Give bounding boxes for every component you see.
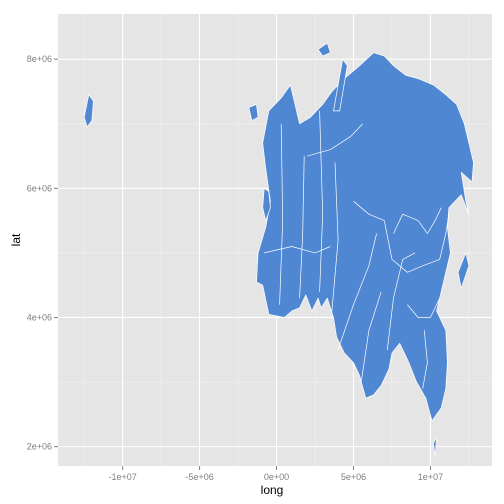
region-novaya-zemlya xyxy=(333,58,348,112)
y-tick-label: 4e+06 xyxy=(27,312,52,322)
x-axis-ticks: -1e+07 -5e+06 0e+00 5e+06 1e+07 xyxy=(108,466,443,482)
y-tick-label: 2e+06 xyxy=(27,442,52,452)
map-regions xyxy=(83,42,474,457)
region-border xyxy=(299,156,305,299)
region-border xyxy=(337,233,377,350)
y-axis-title: lat xyxy=(9,233,23,246)
region-uk xyxy=(262,187,271,221)
x-tick-label: 0e+00 xyxy=(264,472,289,482)
x-axis-title: long xyxy=(261,483,284,497)
region-border xyxy=(386,252,416,350)
region-svalbard xyxy=(317,42,331,57)
x-tick-label: -1e+07 xyxy=(108,472,136,482)
x-tick-label: -5e+06 xyxy=(185,472,213,482)
region-border xyxy=(331,162,339,312)
region-border xyxy=(383,214,450,273)
x-tick-label: 1e+07 xyxy=(418,472,443,482)
region-border xyxy=(319,110,324,292)
region-border xyxy=(407,297,441,318)
region-mainland xyxy=(256,52,474,422)
region-iceland xyxy=(248,104,259,121)
region-greenland xyxy=(83,94,94,128)
region-sri-lanka xyxy=(433,436,437,457)
region-border xyxy=(307,123,363,157)
region-japan xyxy=(457,252,470,289)
region-border xyxy=(279,123,284,305)
region-border xyxy=(264,246,331,254)
region-border xyxy=(360,291,382,383)
y-axis-ticks: 2e+06 4e+06 6e+06 8e+06 xyxy=(27,54,58,452)
region-border xyxy=(393,207,442,234)
region-border xyxy=(353,201,385,221)
y-tick-label: 6e+06 xyxy=(27,183,52,193)
region-border xyxy=(422,330,428,389)
y-tick-label: 8e+06 xyxy=(27,54,52,64)
region-borders xyxy=(264,110,450,389)
x-tick-label: 5e+06 xyxy=(341,472,366,482)
